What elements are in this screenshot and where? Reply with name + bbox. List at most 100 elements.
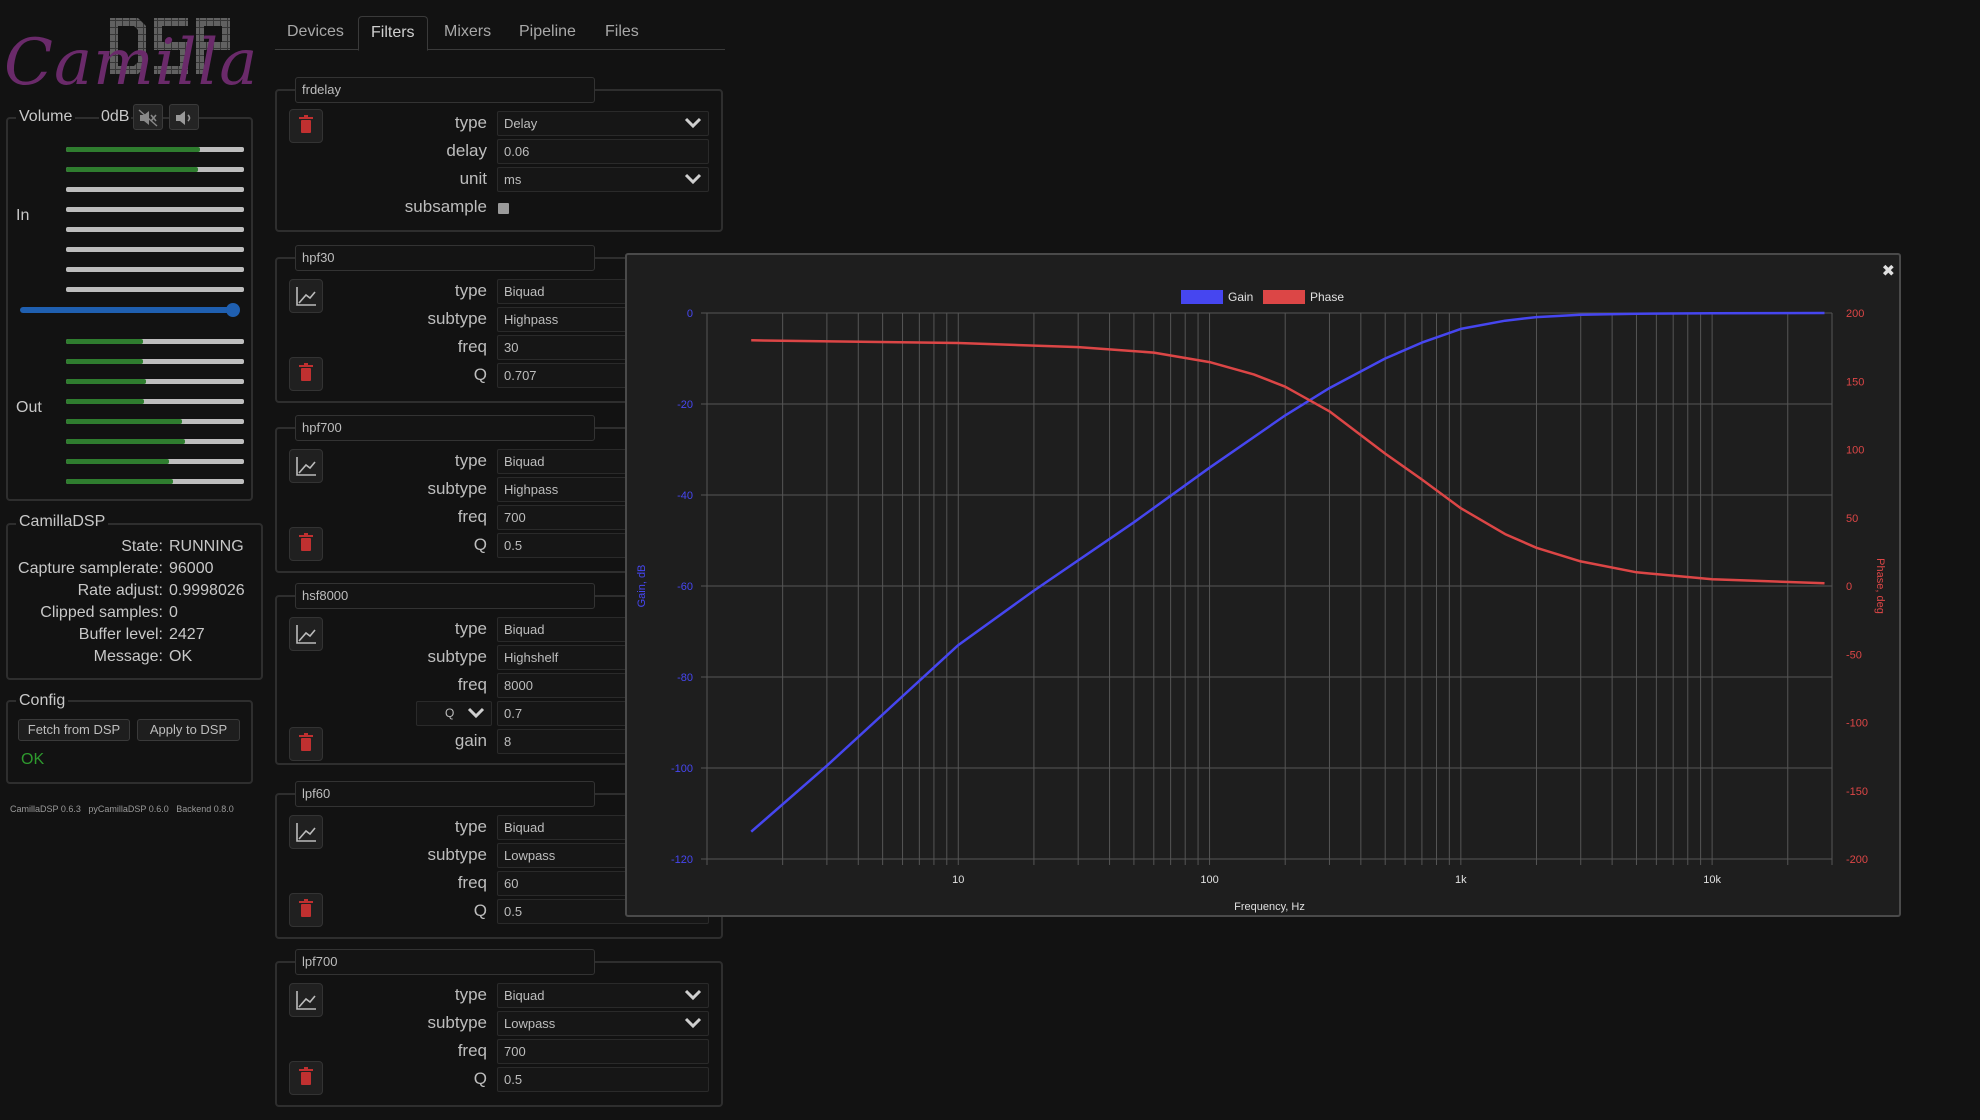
y-tick-label: 0 — [687, 308, 693, 320]
param-label: type — [454, 817, 487, 836]
level-meter — [66, 439, 244, 444]
logo: Camilla — [4, 14, 257, 100]
y2-tick-label: -150 — [1846, 786, 1868, 798]
param-value: 0.5 — [504, 904, 523, 919]
param-label: subsample — [404, 197, 487, 216]
fetch-from-dsp-button[interactable]: Fetch from DSP — [18, 719, 130, 741]
volume-slider[interactable] — [20, 303, 240, 317]
status-panel — [6, 523, 263, 680]
filter-name-input[interactable]: hsf8000 — [295, 583, 595, 609]
tab-devices[interactable]: Devices — [287, 23, 344, 40]
trash-icon — [299, 899, 313, 917]
subsample-checkbox[interactable] — [498, 203, 509, 214]
param-value: Highpass — [504, 312, 559, 327]
trash-icon — [299, 1067, 313, 1085]
filter-card: frdelay type Delay delay 0.06 unit ms subsample — [275, 77, 723, 232]
param-value: 0.707 — [504, 368, 537, 383]
tab-pipeline[interactable]: Pipeline — [519, 23, 576, 40]
param-value: Biquad — [504, 820, 545, 835]
param-value: 0.06 — [504, 144, 530, 159]
plot-button[interactable] — [289, 983, 323, 1017]
q-type-select[interactable]: Q — [416, 701, 492, 726]
delete-button[interactable] — [289, 1061, 323, 1095]
legend-swatch-phase — [1263, 290, 1305, 304]
param-label: subtype — [427, 309, 487, 328]
plot-button[interactable] — [289, 449, 323, 483]
chart-icon — [296, 823, 316, 842]
param-value-field[interactable]: 0.06 — [497, 139, 709, 164]
y-tick-label: -120 — [671, 854, 693, 866]
tab-bar: Devices Filters Mixers Pipeline Files — [275, 0, 725, 51]
level-meter — [66, 247, 244, 252]
delete-button[interactable] — [289, 527, 323, 561]
config-title: Config — [16, 692, 69, 710]
trash-icon — [299, 533, 313, 551]
frequency-response-chart: 0 -20 -40 -60 -80 -100 -120 200 150 100 50 0 -50 -100… — [636, 290, 1886, 913]
y-tick-label: -20 — [677, 399, 693, 411]
filter-name-input[interactable]: lpf700 — [295, 949, 595, 975]
level-meter-fill — [66, 339, 143, 344]
filter-name-input[interactable]: lpf60 — [295, 781, 595, 807]
unmute-button[interactable] — [169, 104, 199, 130]
filter-name-input[interactable]: hpf700 — [295, 415, 595, 441]
y-tick-label: -60 — [677, 581, 693, 593]
q-type-value: Q — [445, 706, 455, 720]
param-value-field[interactable]: Lowpass — [497, 1011, 709, 1036]
param-value-field[interactable]: 700 — [497, 1039, 709, 1064]
filter-name-input[interactable]: frdelay — [295, 77, 595, 103]
plot-button[interactable] — [289, 815, 323, 849]
delete-button[interactable] — [289, 357, 323, 391]
param-value-field[interactable]: Biquad — [497, 815, 709, 840]
param-label: subtype — [427, 1013, 487, 1032]
close-button[interactable]: ✖ — [1881, 263, 1895, 280]
param-value: Biquad — [504, 284, 545, 299]
tab-files[interactable]: Files — [605, 23, 639, 40]
param-value: Lowpass — [504, 848, 556, 863]
apply-to-dsp-button[interactable]: Apply to DSP — [137, 719, 240, 741]
delete-button[interactable] — [289, 109, 323, 143]
x-tick-label: 100 — [1200, 874, 1218, 886]
param-label: unit — [459, 169, 487, 188]
chevron-down-icon — [684, 117, 702, 129]
trash-icon — [299, 363, 313, 381]
param-value: Biquad — [504, 622, 545, 637]
plot-button[interactable] — [289, 279, 323, 313]
mute-button[interactable] — [133, 104, 163, 130]
param-value: 60 — [504, 876, 519, 891]
volume-value: 0dB — [99, 108, 132, 126]
delete-button[interactable] — [289, 893, 323, 927]
status-key: State: — [121, 538, 163, 555]
level-meter — [66, 207, 244, 212]
in-label: In — [16, 207, 30, 224]
param-value: Highshelf — [504, 650, 559, 665]
param-label: subtype — [427, 647, 487, 666]
volume-title: Volume — [16, 108, 76, 126]
filter-name-input[interactable]: hpf30 — [295, 245, 595, 271]
param-value-field[interactable]: 0.5 — [497, 1067, 709, 1092]
y2-tick-label: -200 — [1846, 854, 1868, 866]
chart-icon — [296, 991, 316, 1010]
param-value-field[interactable]: ms — [497, 167, 709, 192]
delete-button[interactable] — [289, 727, 323, 761]
level-meter — [66, 267, 244, 272]
status-value: 96000 — [169, 560, 214, 577]
trash-icon — [299, 733, 313, 751]
plot-button[interactable] — [289, 617, 323, 651]
y-tick-label: -40 — [677, 490, 693, 502]
param-value-field[interactable]: Biquad — [497, 983, 709, 1008]
status-title: CamillaDSP — [16, 513, 109, 531]
tab-filters[interactable]: Filters — [358, 16, 428, 51]
level-meter-fill — [66, 479, 173, 484]
param-value: Lowpass — [504, 1016, 556, 1031]
param-value: 700 — [504, 1044, 526, 1059]
status-value: 0.9998026 — [169, 582, 245, 599]
param-value: 8000 — [504, 678, 533, 693]
tab-mixers[interactable]: Mixers — [444, 23, 492, 40]
version-info: CamillaDSP 0.6.3 pyCamillaDSP 0.6.0 Back… — [10, 804, 234, 814]
status-value: 0 — [169, 604, 178, 621]
volume-slider-knob[interactable] — [226, 303, 240, 317]
filter-card: hsf8000 type Biquad subtype Highshelf freq 800… — [275, 583, 723, 765]
param-value: 0.5 — [504, 1072, 523, 1087]
param-value-field[interactable]: Delay — [497, 111, 709, 136]
param-label: freq — [457, 507, 487, 526]
